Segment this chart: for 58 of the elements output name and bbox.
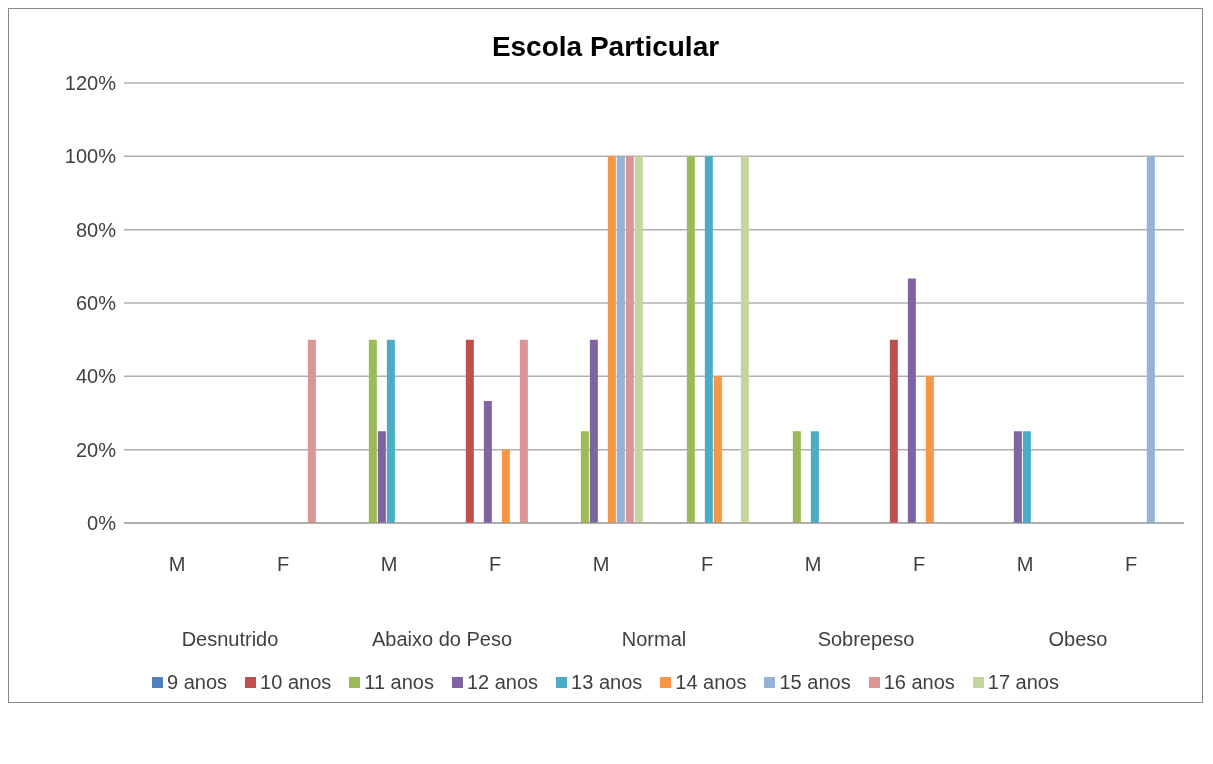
y-tick-label: 120% [64,72,117,95]
bar [810,431,819,523]
chart-title: Escola Particular [490,31,721,63]
x-tick-label: F [1124,553,1138,575]
y-tick-label: 60% [75,292,117,315]
legend-label: 12 anos [466,671,539,694]
legend-label: 16 anos [883,671,955,694]
bar [1013,431,1022,523]
bar [792,431,801,523]
bar [740,156,749,523]
bar [589,339,598,523]
legend-label: 15 anos [779,671,851,694]
legend-label: 11 anos [364,671,434,694]
bar [377,431,386,523]
bar [607,156,616,523]
bar [925,376,934,523]
legend-label: 9 anos [167,671,228,694]
bar [580,431,589,523]
legend-label: 10 anos [260,671,332,694]
bar [368,339,377,523]
bar [907,278,916,523]
bar [625,156,634,523]
y-tick-label: 40% [75,365,117,388]
bar [501,449,510,523]
text: Obeso [1048,628,1108,650]
bar [483,400,492,523]
y-tick-label: 80% [75,218,117,241]
bar [704,156,713,523]
bar [1146,156,1155,523]
x-tick-label: F [276,553,290,575]
text: Normal [621,628,687,650]
x-tick-label: M [1016,553,1034,575]
bar [1022,431,1031,523]
y-tick-label: 0% [87,512,117,535]
bar [519,339,528,523]
text: Sobrepeso [817,628,915,650]
x-tick-label: M [804,553,822,575]
legend-label: 13 anos [571,671,643,694]
x-tick-label: F [488,553,502,575]
legend-label: 14 anos [675,671,747,694]
bar [465,339,474,523]
text: Abaixo do Peso [371,628,513,650]
bar [634,156,643,523]
y-tick-label: 100% [64,145,117,168]
text: Desnutrido [181,628,279,650]
x-tick-label: F [700,553,714,575]
x-tick-label: M [168,553,186,575]
x-tick-label: M [380,553,398,575]
bar [616,156,625,523]
bar [386,339,395,523]
bar [307,339,316,523]
x-tick-label: M [592,553,610,575]
y-tick-label: 20% [75,438,117,461]
legend-label: 17 anos [987,671,1059,694]
bar [686,156,695,523]
bar [889,339,898,523]
bar [713,376,722,523]
x-tick-label: F [912,553,926,575]
